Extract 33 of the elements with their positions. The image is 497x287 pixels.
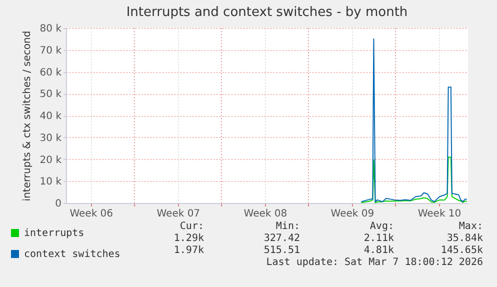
text: 327.42 bbox=[264, 233, 300, 244]
y-tick-label: 70 k bbox=[40, 45, 62, 56]
text: Min: bbox=[276, 221, 300, 232]
legend-label: context switches bbox=[24, 249, 120, 260]
x-tick-label: Week 06 bbox=[70, 208, 114, 220]
y-tick-label: 10 k bbox=[40, 176, 62, 188]
y-tick-label: 0 bbox=[55, 198, 62, 210]
line-series bbox=[360, 38, 468, 202]
text: Cur: bbox=[180, 221, 204, 232]
text: 515.51 bbox=[264, 245, 300, 256]
line-series bbox=[360, 156, 468, 204]
y-tick-label: 80 k bbox=[40, 24, 62, 34]
y-axis-title: interrupts & ctx switches / second bbox=[22, 30, 33, 202]
y-tick-label: 50 k bbox=[40, 89, 62, 100]
text: 4.81k bbox=[364, 245, 394, 256]
y-tick-label: 60 k bbox=[40, 67, 62, 78]
y-tick-label: 40 k bbox=[40, 111, 62, 122]
text: Max: bbox=[458, 221, 483, 232]
chart-title: Interrupts and context switches - by month bbox=[126, 5, 408, 20]
y-tick-label: 20 k bbox=[40, 154, 62, 166]
x-tick-label: Week 10 bbox=[418, 208, 462, 220]
y-tick-label: 30 k bbox=[40, 132, 62, 144]
text: 35.84k bbox=[446, 233, 483, 244]
text: 145.65k bbox=[440, 245, 483, 256]
text: Avg: bbox=[370, 221, 394, 232]
text: 1.29k bbox=[174, 233, 204, 244]
x-tick-label: Week 09 bbox=[330, 208, 374, 220]
x-tick-label: Week 07 bbox=[156, 208, 200, 220]
text: 1.97k bbox=[174, 245, 204, 256]
x-tick-label: Week 08 bbox=[244, 208, 288, 220]
text: Last update: Sat Mar 7 18:00:12 2026 bbox=[266, 257, 483, 268]
text: 2.11k bbox=[364, 233, 394, 244]
legend-label: interrupts bbox=[24, 228, 84, 239]
